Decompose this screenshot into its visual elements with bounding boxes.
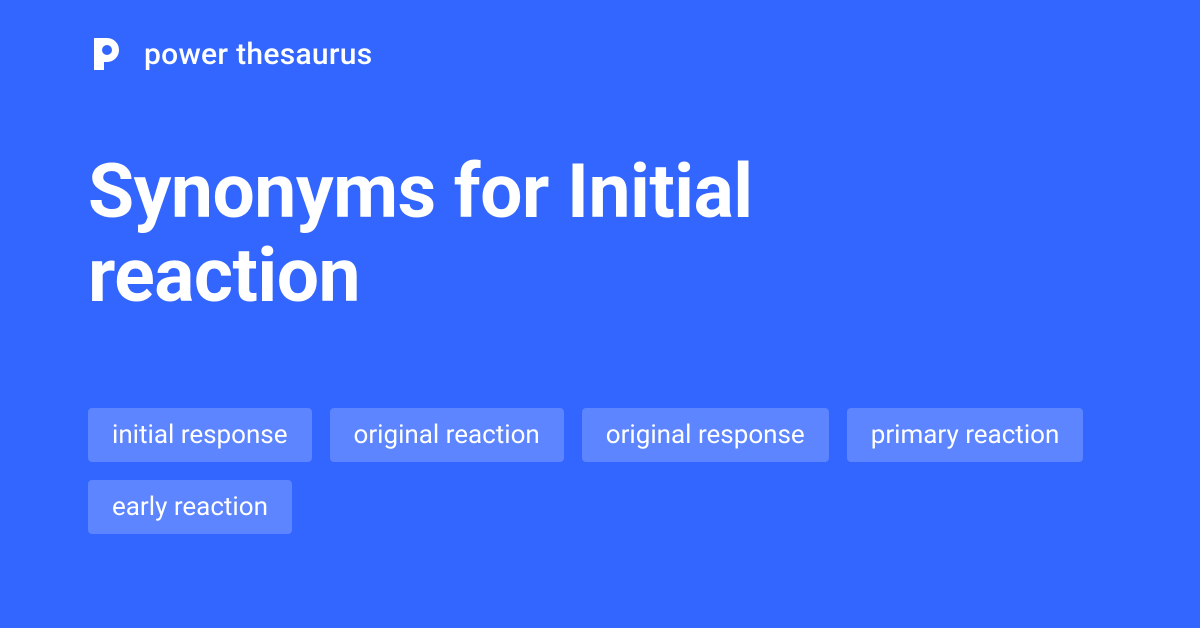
- synonym-chip-list: initial response original reaction origi…: [88, 408, 1112, 534]
- page-title: Synonyms for Initial reaction: [88, 150, 1112, 318]
- synonym-chip[interactable]: original reaction: [330, 408, 564, 462]
- synonym-chip[interactable]: original response: [582, 408, 829, 462]
- brand-name: power thesaurus: [144, 37, 373, 72]
- synonym-chip[interactable]: initial response: [88, 408, 312, 462]
- page-title-line1: Synonyms for Initial: [88, 148, 753, 236]
- brand-logo-icon: [88, 36, 124, 72]
- synonym-chip[interactable]: primary reaction: [847, 408, 1084, 462]
- page-title-line2: reaction: [88, 232, 360, 320]
- brand-row: power thesaurus: [88, 36, 1112, 72]
- page-root: power thesaurus Synonyms for Initial rea…: [0, 0, 1200, 628]
- synonym-chip[interactable]: early reaction: [88, 480, 292, 534]
